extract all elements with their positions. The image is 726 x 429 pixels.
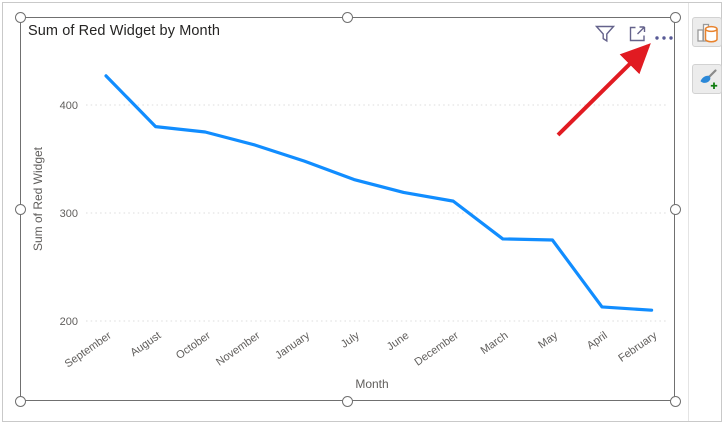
focus-mode-icon[interactable] <box>629 26 647 43</box>
y-tick-label: 400 <box>60 100 78 112</box>
visual-title: Sum of Red Widget by Month <box>28 23 220 39</box>
pane-divider <box>688 3 689 421</box>
x-tick-label: June <box>385 330 411 354</box>
filter-icon[interactable] <box>595 25 615 43</box>
format-visual-button[interactable] <box>692 64 722 94</box>
selection-handle-bottom-right[interactable] <box>669 395 681 407</box>
x-tick-label: August <box>128 330 163 359</box>
trend-line[interactable] <box>104 74 654 312</box>
selection-handle-bottom-left[interactable] <box>14 395 26 407</box>
x-tick-label: October <box>174 329 213 361</box>
x-tick-label: September <box>63 329 114 370</box>
x-tick-label: February <box>616 329 659 364</box>
selection-handle-middle-left[interactable] <box>14 203 26 215</box>
y-tick-label: 200 <box>60 316 78 328</box>
y-tick-label: 300 <box>60 208 78 220</box>
bar-chart-cylinder-icon <box>697 23 718 43</box>
selection-handle-top-middle[interactable] <box>342 11 353 23</box>
y-axis-title: Sum of Red Widget <box>31 146 45 252</box>
x-tick-label: April <box>585 330 610 352</box>
paintbrush-plus-icon <box>700 69 718 89</box>
x-tick-label: December <box>412 329 461 368</box>
x-tick-label: November <box>214 329 263 368</box>
selection-handle-top-left[interactable] <box>14 11 26 23</box>
selection-handle-bottom-middle[interactable] <box>342 395 353 407</box>
build-visual-button[interactable] <box>692 17 722 47</box>
x-tick-label: May <box>536 329 560 351</box>
x-axis-title: Month <box>355 377 389 391</box>
x-tick-label: July <box>339 329 362 350</box>
x-tick-label: January <box>273 329 312 362</box>
selection-handle-top-right[interactable] <box>669 11 681 23</box>
more-options-icon[interactable] <box>653 33 677 43</box>
selection-handle-middle-right[interactable] <box>669 203 681 215</box>
x-tick-label: March <box>479 330 511 357</box>
